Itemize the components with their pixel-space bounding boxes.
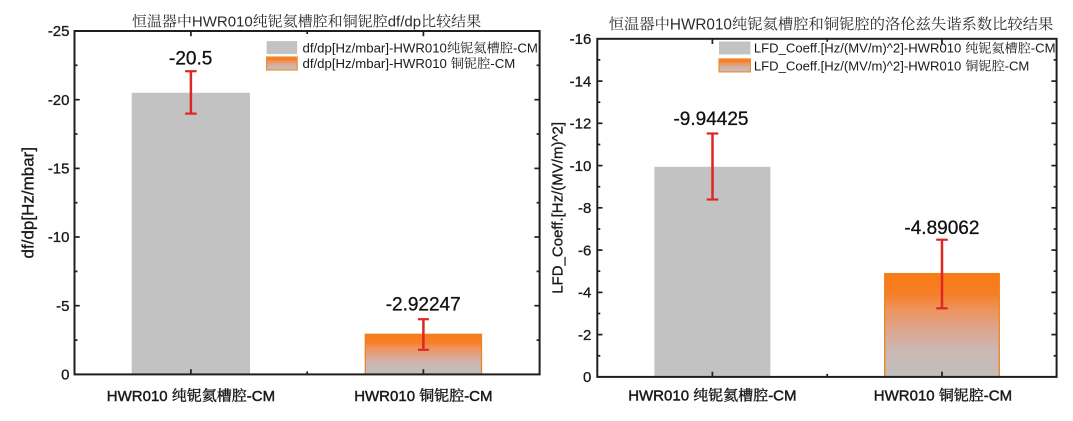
svg-text:-25: -25 bbox=[48, 23, 70, 40]
svg-text:df/dp: df/dp bbox=[388, 14, 421, 31]
svg-text:-10: -10 bbox=[48, 229, 70, 246]
svg-text:-CM: -CM bbox=[1005, 59, 1030, 74]
svg-text:-CM: -CM bbox=[247, 388, 275, 405]
svg-text:-6: -6 bbox=[578, 242, 591, 259]
svg-text:-4: -4 bbox=[578, 285, 591, 302]
svg-text:-CM: -CM bbox=[464, 388, 492, 405]
svg-text:df/dp[Hz/mbar]-HWR010: df/dp[Hz/mbar]-HWR010 bbox=[303, 41, 447, 56]
svg-text:-16: -16 bbox=[570, 31, 592, 48]
svg-text:LFD_Coeff.[Hz/(MV/m)^2]: LFD_Coeff.[Hz/(MV/m)^2] bbox=[550, 122, 567, 294]
svg-text:-10: -10 bbox=[570, 158, 592, 175]
svg-text:-CM: -CM bbox=[984, 388, 1012, 405]
svg-text:-2: -2 bbox=[578, 327, 591, 344]
svg-text:HWR010: HWR010 bbox=[107, 388, 172, 405]
svg-text:-15: -15 bbox=[48, 161, 70, 178]
svg-text:HWR010: HWR010 bbox=[874, 388, 939, 405]
svg-text:LFD_Coeff.[Hz/(MV/m)^2]-HWR010: LFD_Coeff.[Hz/(MV/m)^2]-HWR010 bbox=[754, 41, 965, 56]
svg-text:0: 0 bbox=[583, 369, 591, 386]
svg-text:-CM: -CM bbox=[513, 41, 538, 56]
svg-text:-8: -8 bbox=[578, 200, 591, 217]
svg-text:-5: -5 bbox=[56, 298, 69, 315]
svg-text:-CM: -CM bbox=[768, 388, 796, 405]
svg-text:LFD_Coeff.[Hz/(MV/m)^2]-HWR010: LFD_Coeff.[Hz/(MV/m)^2]-HWR010 bbox=[754, 59, 965, 74]
svg-text:-12: -12 bbox=[570, 116, 592, 133]
svg-text:HWR010: HWR010 bbox=[354, 388, 419, 405]
svg-text:-20: -20 bbox=[48, 92, 70, 109]
svg-text:-9.94425: -9.94425 bbox=[673, 109, 748, 130]
svg-text:0: 0 bbox=[61, 367, 69, 384]
svg-text:-CM: -CM bbox=[490, 56, 515, 71]
svg-text:-20.5: -20.5 bbox=[169, 49, 212, 70]
svg-text:HWR010: HWR010 bbox=[192, 14, 253, 31]
svg-text:-4.89062: -4.89062 bbox=[904, 218, 979, 239]
svg-text:-CM: -CM bbox=[1031, 41, 1056, 56]
svg-text:df/dp[Hz/mbar]: df/dp[Hz/mbar] bbox=[19, 147, 38, 259]
svg-text:HWR010: HWR010 bbox=[670, 16, 732, 33]
svg-text:-2.92247: -2.92247 bbox=[386, 295, 461, 316]
svg-text:-14: -14 bbox=[570, 73, 592, 90]
svg-text:df/dp[Hz/mbar]-HWR010: df/dp[Hz/mbar]-HWR010 bbox=[303, 56, 451, 71]
svg-text:HWR010: HWR010 bbox=[628, 388, 693, 405]
